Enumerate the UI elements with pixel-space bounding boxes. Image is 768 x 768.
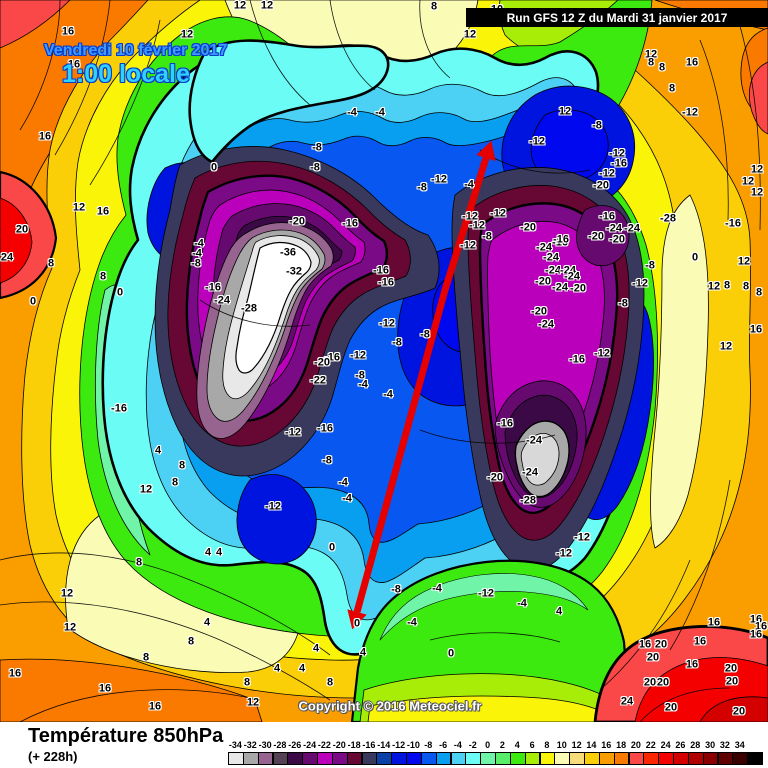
scale-tick-label: 0 <box>485 740 491 750</box>
scale-tick-label: -4 <box>453 740 462 750</box>
scale-tick-label: 28 <box>690 740 701 750</box>
scale-tick-label: -6 <box>439 740 448 750</box>
valid-date-label: Vendredi 10 février 2017 <box>44 42 228 59</box>
scale-tick-label: -14 <box>377 740 391 750</box>
model-run-banner: Run GFS 12 Z du Mardi 31 janvier 2017 <box>466 8 768 27</box>
scale-swatch <box>539 752 556 765</box>
scale-tick-label: 24 <box>660 740 671 750</box>
scale-tick-label: -10 <box>406 740 420 750</box>
scale-tick-label: 34 <box>734 740 745 750</box>
scale-tick-label: -28 <box>273 740 287 750</box>
scale-swatch <box>376 752 393 765</box>
parameter-title: Température 850hPa <box>28 725 224 747</box>
scale-tick-label: -18 <box>347 740 361 750</box>
scale-tick-label: 10 <box>556 740 567 750</box>
scale-swatch <box>435 752 452 765</box>
scale-tick-label: -2 <box>468 740 477 750</box>
scale-swatch <box>643 752 660 765</box>
scale-tick-label: -34 <box>228 740 242 750</box>
scale-swatch <box>613 752 630 765</box>
scale-tick-label: 12 <box>571 740 582 750</box>
scale-swatch <box>287 752 304 765</box>
scale-swatch <box>673 752 689 765</box>
scale-swatch <box>628 752 645 765</box>
scale-tick-label: 18 <box>616 740 627 750</box>
scale-swatch <box>242 752 259 765</box>
scale-swatch <box>257 752 274 765</box>
scale-swatch <box>584 752 600 765</box>
local-time-label: 1:00 locale <box>62 60 190 88</box>
scale-tick-label: -8 <box>424 740 433 750</box>
scale-swatch <box>420 752 437 765</box>
forecast-step-label: (+ 228h) <box>28 749 78 764</box>
scale-swatch <box>495 752 511 765</box>
scale-swatch <box>406 752 422 765</box>
scale-swatch <box>732 752 749 765</box>
scale-swatch <box>361 752 378 765</box>
scale-tick-label: -26 <box>288 740 302 750</box>
legend-footer: Température 850hPa (+ 228h) -34 -32 -30 -28… <box>0 722 768 768</box>
scale-swatch <box>317 752 333 765</box>
scale-tick-label: 4 <box>514 740 520 750</box>
scale-swatch <box>717 752 734 765</box>
scale-swatch <box>302 752 318 765</box>
scale-swatch <box>554 752 571 765</box>
scale-tick-label: 2 <box>499 740 505 750</box>
scale-swatch <box>391 752 407 765</box>
scale-swatch <box>465 752 482 765</box>
scale-tick-label: 22 <box>645 740 656 750</box>
scale-tick-label: 8 <box>544 740 550 750</box>
scale-tick-label: -30 <box>258 740 272 750</box>
scale-swatch <box>569 752 585 765</box>
scale-tick-label: -12 <box>392 740 406 750</box>
scale-tick-label: -22 <box>317 740 331 750</box>
scale-swatch <box>228 752 244 765</box>
scale-tick-label: 32 <box>719 740 730 750</box>
scale-tick-label: -24 <box>303 740 317 750</box>
scale-tick-label: 26 <box>675 740 686 750</box>
model-run-text: Run GFS 12 Z du Mardi 31 janvier 2017 <box>506 10 728 25</box>
scale-tick-label: 20 <box>630 740 641 750</box>
scale-tick-label: -32 <box>243 740 257 750</box>
scale-tick-label: -16 <box>362 740 376 750</box>
scale-tick-label: 14 <box>586 740 597 750</box>
temperature-map: 1616161612202488001212128121012-4-4-8-80… <box>0 0 768 722</box>
color-scale: -34 -32 -30 -28 -26 -24 -22 -20 -18 -16 -14 -12 -10-… <box>228 722 763 768</box>
scale-swatch <box>509 752 526 765</box>
scale-swatch <box>598 752 615 765</box>
scale-swatch <box>450 752 467 765</box>
scale-swatch <box>658 752 674 765</box>
scale-tick-label: 6 <box>529 740 535 750</box>
scale-swatch <box>331 752 348 765</box>
copyright-watermark: Copyright © 2016 Meteociel.fr <box>298 698 482 714</box>
scale-swatch <box>480 752 496 765</box>
scale-swatch <box>272 752 289 765</box>
scale-tick-label: 16 <box>601 740 612 750</box>
scale-swatch <box>524 752 541 765</box>
scale-swatch <box>702 752 719 765</box>
scale-tick-label: 30 <box>705 740 716 750</box>
scale-tick-label: -20 <box>332 740 346 750</box>
annotation-arrow <box>347 140 496 630</box>
scale-swatch <box>346 752 363 765</box>
scale-swatch <box>747 752 763 765</box>
scale-swatch <box>687 752 704 765</box>
